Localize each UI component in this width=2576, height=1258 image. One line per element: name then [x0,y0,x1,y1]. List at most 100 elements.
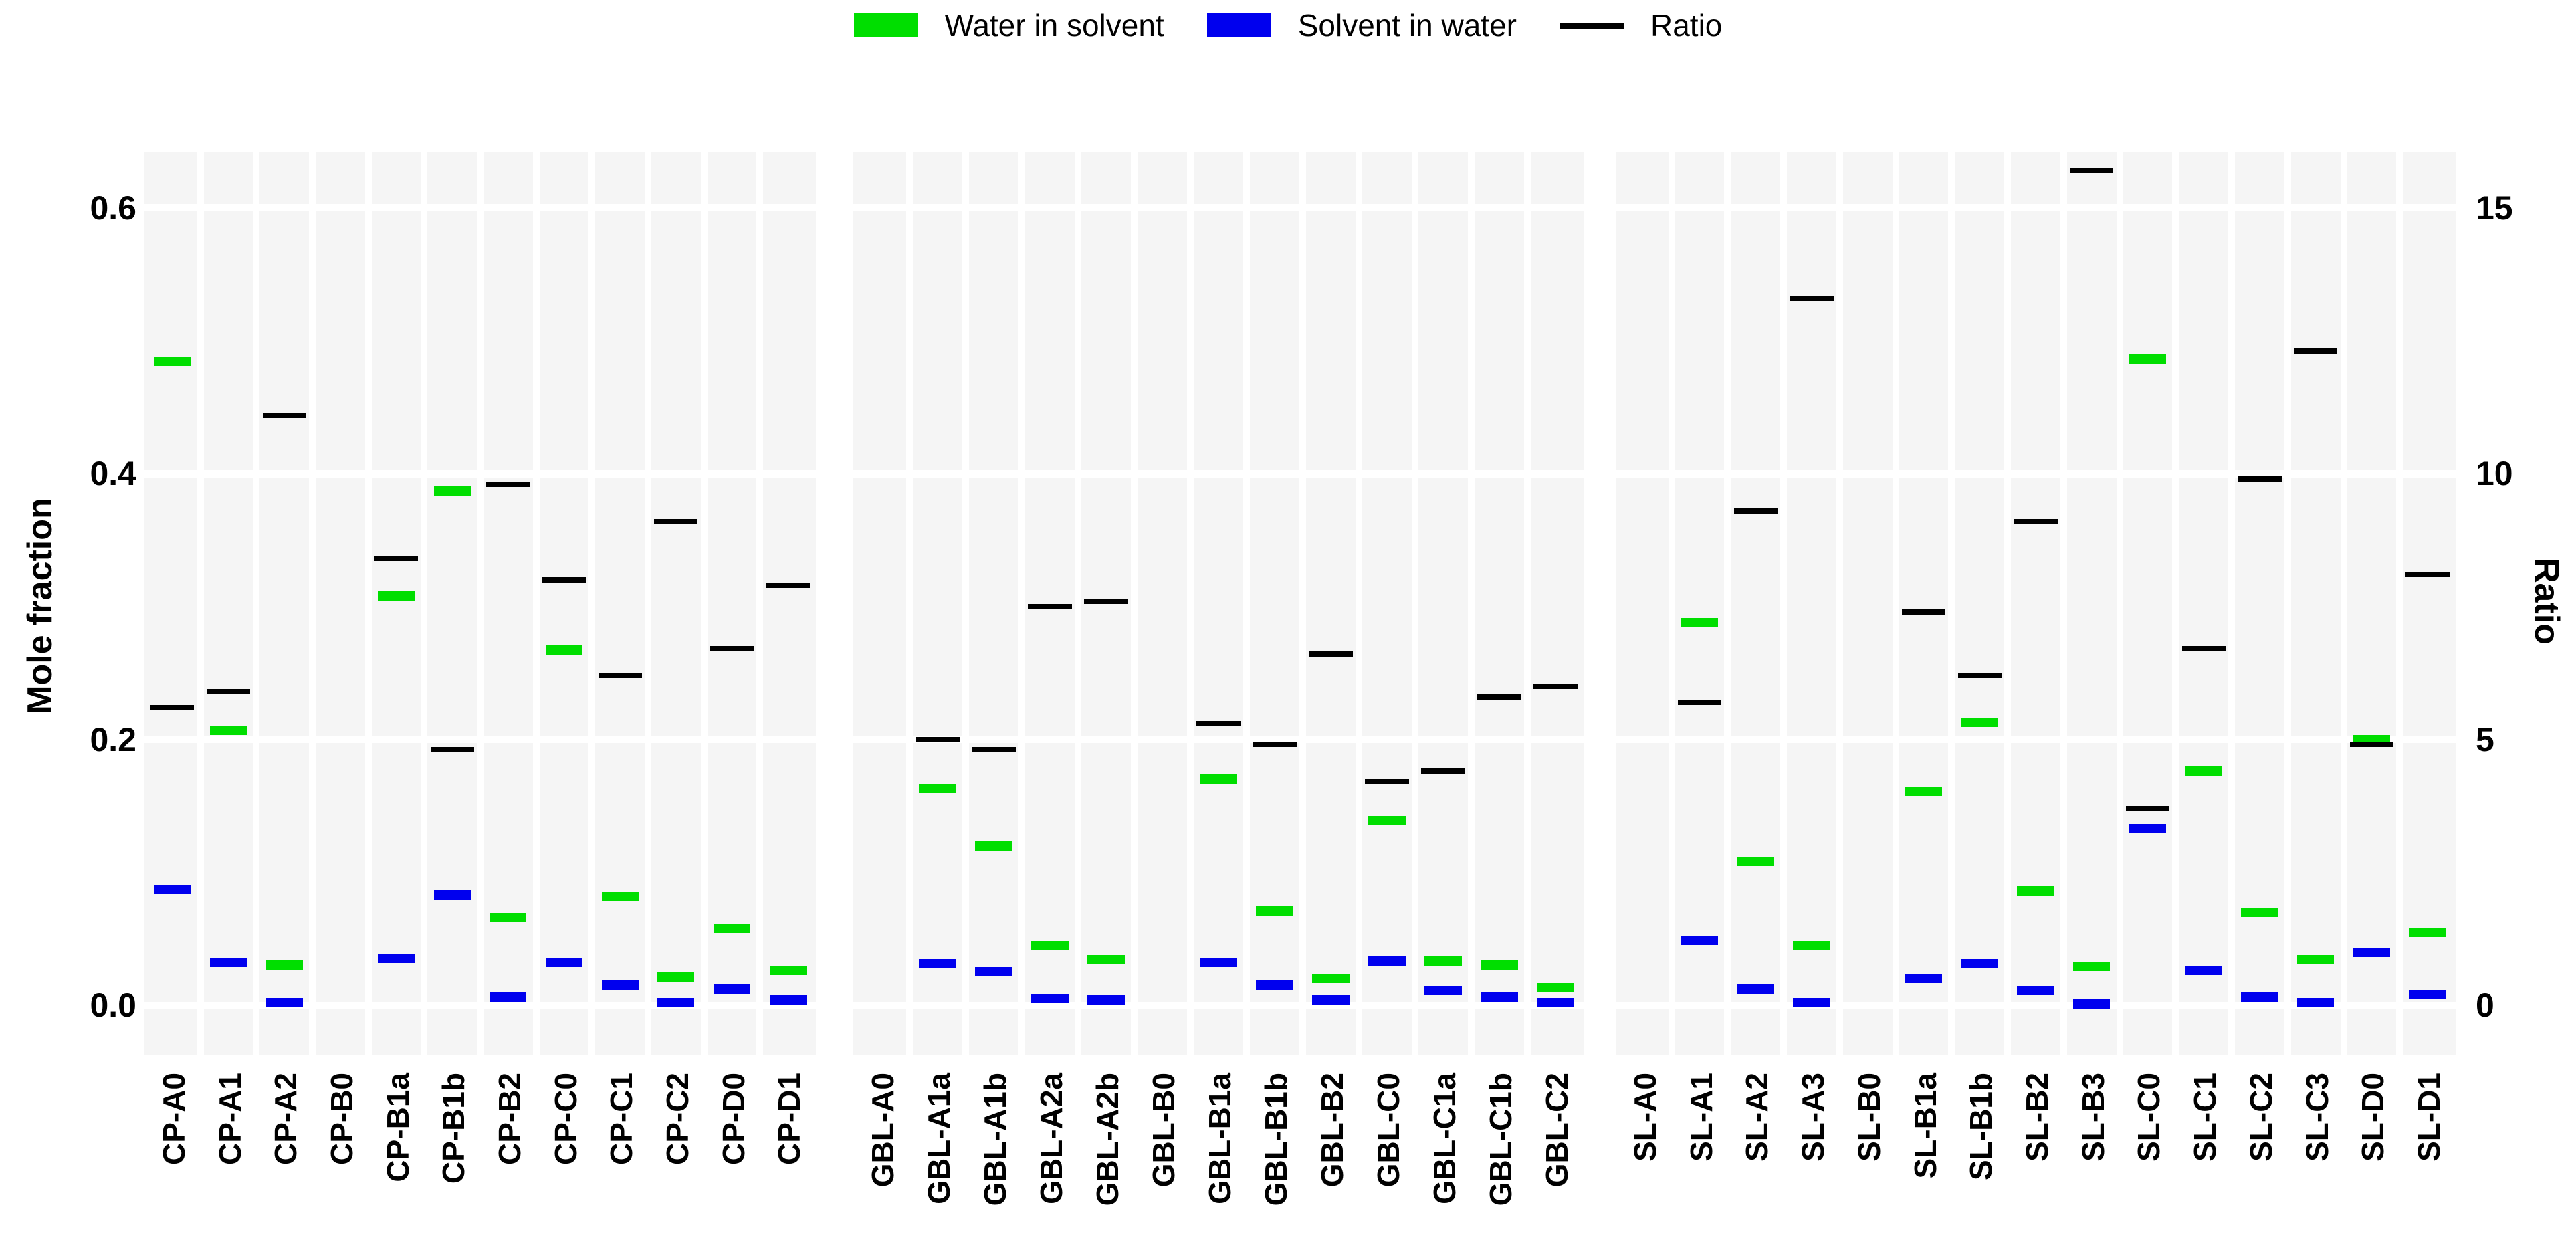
ratio-bar [916,736,960,742]
ratio-bar [2070,167,2114,173]
legend-item-water: Water in solvent [853,8,1164,43]
ratio-bar [972,747,1016,753]
ratio-bar [1533,684,1578,689]
water-bar [545,645,583,655]
grid-hline [853,1001,1584,1009]
grid-hline [144,1001,816,1009]
y-tick-label-right: 10 [2476,455,2513,492]
x-tick-label: CP-B0 [324,1073,359,1166]
grid-hline [1616,1001,2456,1009]
solvent-bar [1424,986,1462,996]
grid-vline [645,152,651,1055]
grid-vline [1299,152,1306,1055]
grid-vline [588,152,596,1055]
grid-vline [1948,152,1955,1055]
grid-vline [1892,152,1899,1055]
x-tick-label: CP-C0 [548,1073,583,1166]
ratio-bar [654,518,698,524]
ratio-bar [542,577,586,583]
x-tick-label: GBL-C1b [1483,1073,1518,1207]
grid-vline [1412,152,1418,1055]
water-bar [601,892,639,902]
ratio-bar [2181,646,2226,652]
grid-vline [1836,152,1843,1055]
legend-label-water: Water in solvent [944,8,1164,43]
water-bar [433,486,471,496]
grid-vline [2284,152,2291,1055]
water-bar [1481,960,1518,970]
ratio-bar [150,704,195,710]
x-tick-label: GBL-C1a [1427,1073,1462,1204]
water-bar [265,960,303,970]
solvent-bar [1793,998,1830,1008]
grid-vline [364,152,372,1055]
ratio-bar [1677,699,1722,705]
ratio-bar [598,673,642,679]
x-tick-label: GBL-A2b [1090,1073,1125,1207]
grid-vline [2396,152,2403,1055]
water-bar [209,725,247,735]
solvent-bar [919,959,956,969]
water-bar [1681,617,1719,627]
x-tick-label: GBL-B1a [1202,1073,1237,1204]
solvent-bar [490,992,527,1003]
grid-vline [2340,152,2347,1055]
water-swatch-icon [853,13,918,37]
x-tick-label: SL-C0 [2131,1073,2167,1162]
ratio-bar [2405,572,2450,578]
water-bar [1031,940,1069,950]
grid-hline [1616,204,2456,211]
legend-item-ratio: Ratio [1559,8,1722,43]
right-axis-title: Ratio [2527,558,2566,645]
solvent-bar [2073,999,2111,1009]
solvent-bar [1256,980,1293,990]
x-tick-label: SL-B3 [2075,1073,2111,1162]
x-tick-label: CP-A0 [156,1073,191,1166]
grid-vline [700,152,708,1055]
water-bar [2241,907,2278,917]
grid-vline [532,152,540,1055]
grid-hline [1616,469,2456,478]
x-tick-label: CP-C2 [659,1073,695,1166]
grid-hline [144,204,816,211]
x-tick-label: CP-B1a [380,1073,415,1182]
water-bar [1368,815,1406,825]
x-tick-label: SL-D0 [2355,1073,2391,1162]
water-bar [975,841,1012,851]
grid-vline [1187,152,1194,1055]
water-bar [1961,717,1998,727]
ratio-bar [1028,603,1072,609]
ratio-bar [1477,694,1521,700]
ratio-swatch-icon [1559,22,1624,29]
y-tick-label-left: 0.0 [90,986,136,1024]
grid-vline [309,152,316,1055]
x-tick-label: SL-A1 [1683,1073,1719,1162]
water-bar [1537,983,1574,993]
x-tick-label: CP-C1 [604,1073,639,1166]
panel-gbl [853,152,1584,1055]
x-tick-label: SL-B1b [1963,1073,1999,1180]
solvent-bar [2017,986,2054,996]
legend-item-solvent: Solvent in water [1206,8,1517,43]
x-tick-label: SL-A0 [1627,1073,1662,1162]
x-tick-label: SL-A2 [1739,1073,1775,1162]
water-bar [1312,974,1350,984]
solvent-bar [2353,947,2391,957]
x-tick-label: SL-C2 [2243,1073,2278,1162]
solvent-bar [657,998,695,1008]
grid-vline [477,152,484,1055]
ratio-bar [1957,673,2002,679]
solvent-bar [209,958,247,968]
ratio-bar [430,747,474,753]
water-bar [2129,354,2167,364]
grid-vline [253,152,260,1055]
x-tick-label: CP-A2 [268,1073,304,1166]
x-tick-label: CP-D0 [716,1073,751,1166]
solvent-bar [975,967,1012,977]
ratio-bar [1421,768,1465,774]
ratio-bar [1084,598,1128,604]
x-tick-label: GBL-C2 [1539,1073,1574,1188]
x-tick-label: GBL-A1a [922,1073,956,1204]
grid-vline [1780,152,1788,1055]
